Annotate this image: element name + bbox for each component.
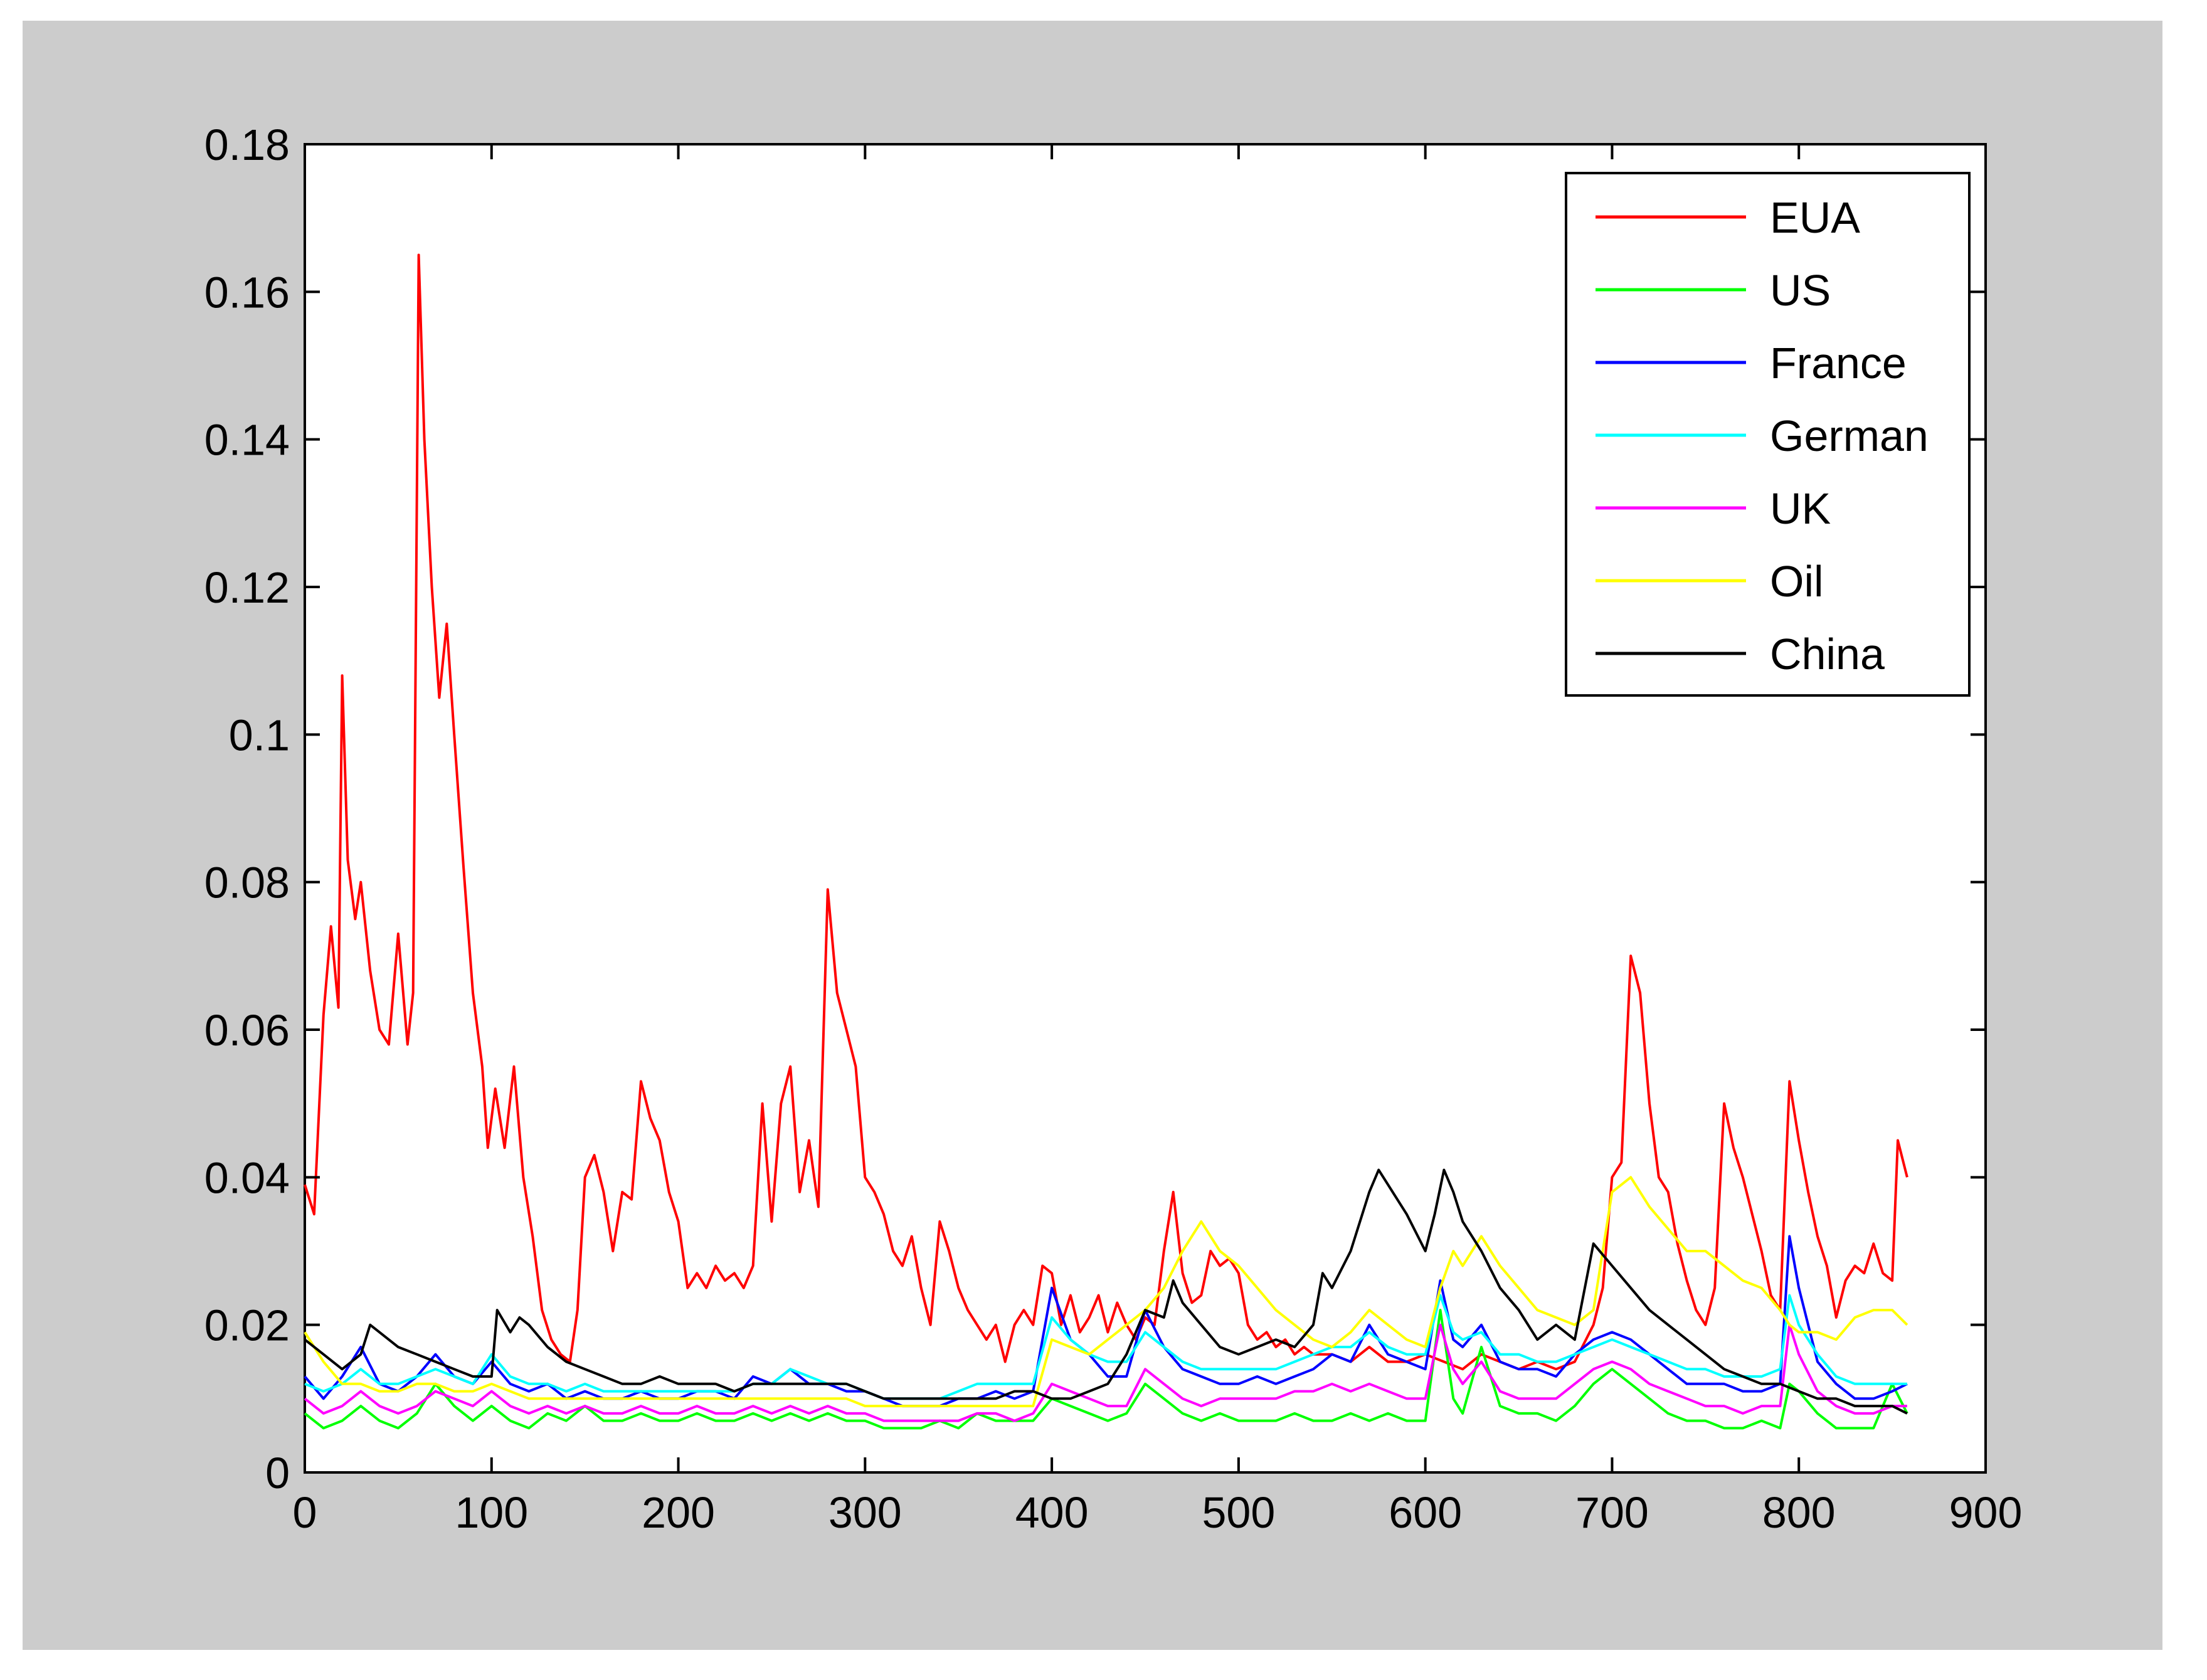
- y-tick-label: 0.1: [229, 711, 290, 759]
- x-tick-label: 700: [1575, 1488, 1649, 1537]
- x-tick-label: 400: [1015, 1488, 1089, 1537]
- series-line-us: [304, 1309, 1908, 1430]
- legend-item-oil: Oil: [1596, 557, 1824, 606]
- x-tick-label: 100: [455, 1488, 528, 1537]
- legend-label: German: [1770, 411, 1929, 460]
- y-tick-label: 0.16: [204, 268, 290, 317]
- legend-items: EUA US France German UK Oil China: [1596, 193, 1929, 679]
- legend-item-german: German: [1596, 411, 1929, 460]
- y-tick-label: 0.02: [204, 1301, 290, 1350]
- y-tick-label: 0.14: [204, 416, 290, 465]
- x-tick-label: 800: [1762, 1488, 1836, 1537]
- legend-item-uk: UK: [1596, 484, 1831, 533]
- legend-item-us: US: [1596, 266, 1831, 315]
- axis-ticks: [304, 143, 1987, 1474]
- x-axis-tick-labels: 0 100 200 300 400 500 600 700 800 900: [293, 1488, 2023, 1537]
- legend-label: US: [1770, 266, 1831, 315]
- legend-label: EUA: [1770, 193, 1860, 242]
- y-tick-label: 0.08: [204, 858, 290, 907]
- series-line-china: [304, 1168, 1908, 1415]
- legend-item-france: France: [1596, 339, 1907, 388]
- y-tick-label: 0: [265, 1449, 290, 1498]
- x-tick-label: 900: [1949, 1488, 2023, 1537]
- y-tick-label: 0.06: [204, 1006, 290, 1055]
- legend-label: France: [1770, 339, 1907, 388]
- legend-label: UK: [1770, 484, 1831, 533]
- series-line-uk: [304, 1323, 1907, 1422]
- x-tick-label: 500: [1202, 1488, 1275, 1537]
- legend: EUA US France German UK Oil China: [1565, 172, 1971, 697]
- series-line-oil: [304, 1176, 1908, 1408]
- series-line-eua: [304, 253, 1908, 1371]
- x-tick-label: 0: [293, 1488, 317, 1537]
- legend-label: China: [1770, 630, 1885, 679]
- legend-item-eua: EUA: [1596, 193, 1860, 242]
- legend-item-china: China: [1596, 630, 1885, 679]
- series-layer: [304, 253, 1908, 1430]
- x-tick-label: 300: [828, 1488, 902, 1537]
- x-tick-label: 200: [642, 1488, 715, 1537]
- series-line-german: [304, 1294, 1907, 1400]
- y-axis-tick-labels: 0 0.02 0.04 0.06 0.08 0.1 0.12 0.14 0.16 0.18: [204, 120, 290, 1498]
- y-tick-label: 0.12: [204, 563, 290, 612]
- y-tick-label: 0.18: [204, 120, 290, 169]
- y-tick-label: 0.04: [204, 1153, 290, 1202]
- x-tick-label: 600: [1389, 1488, 1462, 1537]
- legend-label: Oil: [1770, 557, 1824, 606]
- series-line-france: [304, 1235, 1908, 1408]
